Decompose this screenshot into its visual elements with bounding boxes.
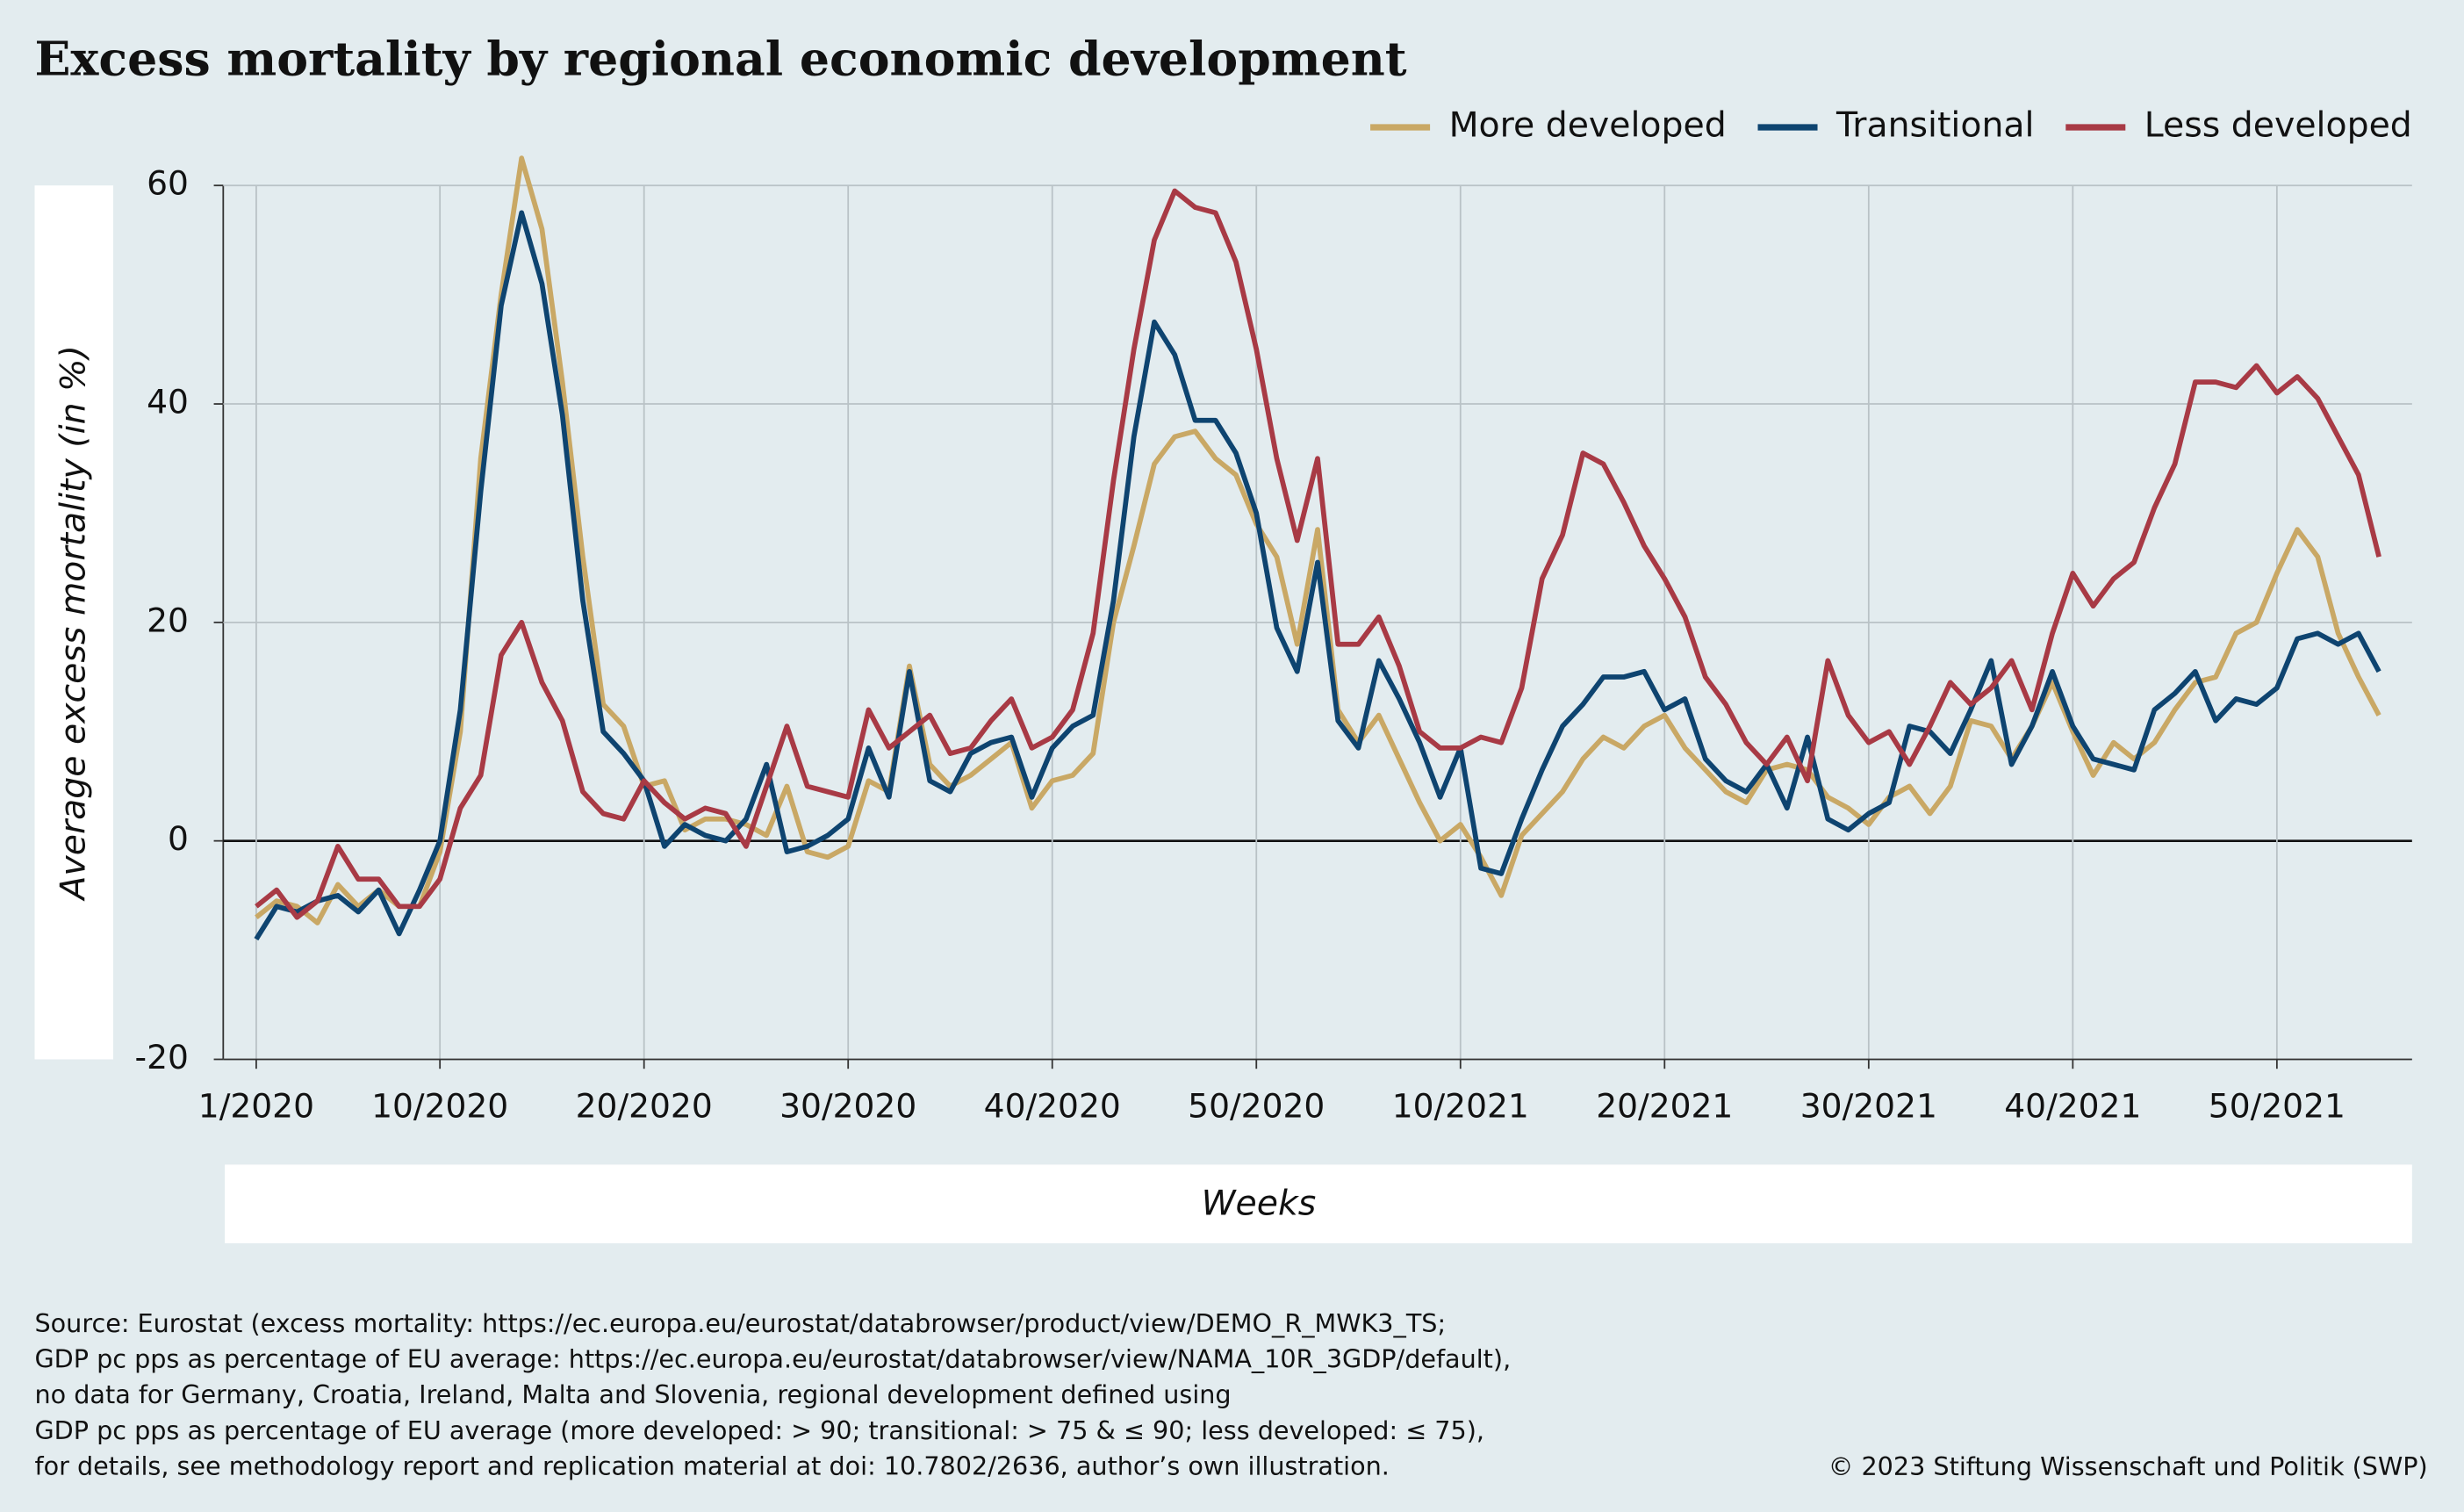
y-axis-label: Average excess mortality (in %) [54, 345, 94, 902]
y-tick-label: 20 [147, 601, 189, 639]
y-tick-label: -20 [135, 1038, 189, 1076]
legend-label: Less developed [2144, 104, 2412, 145]
x-tick-label: 50/2020 [1188, 1086, 1325, 1125]
x-tick-label: 1/2020 [198, 1086, 314, 1125]
source-note: no data for Germany, Croatia, Ireland, M… [35, 1379, 1232, 1409]
x-tick-label: 30/2020 [779, 1086, 916, 1125]
x-tick-label: 40/2021 [2004, 1086, 2141, 1125]
y-tick-label: 60 [147, 164, 189, 203]
legend-label: More developed [1449, 104, 1727, 145]
legend-item: Less developed [2065, 104, 2412, 145]
x-axis-label: Weeks [1202, 1183, 1317, 1223]
x-tick-label: 10/2021 [1392, 1086, 1529, 1125]
source-note: GDP pc pps as percentage of EU average: … [35, 1344, 1512, 1374]
x-tick-label: 50/2021 [2209, 1086, 2345, 1125]
legend-label: Transitional [1835, 104, 2034, 145]
source-note: for details, see methodology report and … [35, 1451, 1390, 1481]
x-label-panel [225, 1164, 2412, 1243]
chart-title: Excess mortality by regional economic de… [35, 32, 1407, 87]
source-note: Source: Eurostat (excess mortality: http… [35, 1308, 1447, 1338]
series-line [255, 188, 2381, 920]
x-tick-label: 40/2020 [984, 1086, 1121, 1125]
x-tick-label: 30/2021 [1800, 1086, 1937, 1125]
legend-item: More developed [1370, 104, 1727, 145]
x-tick-label: 20/2020 [576, 1086, 713, 1125]
copyright: © 2023 Stiftung Wissenschaft und Politik… [1828, 1451, 2428, 1481]
source-note: GDP pc pps as percentage of EU average (… [35, 1415, 1484, 1445]
x-tick-label: 10/2020 [371, 1086, 508, 1125]
y-tick-label: 0 [168, 819, 189, 858]
x-tick-label: 20/2021 [1596, 1086, 1733, 1125]
series-line [254, 210, 2381, 941]
y-label-panel [34, 185, 114, 1060]
legend-item: Transitional [1757, 104, 2034, 145]
y-tick-label: 40 [147, 383, 189, 421]
